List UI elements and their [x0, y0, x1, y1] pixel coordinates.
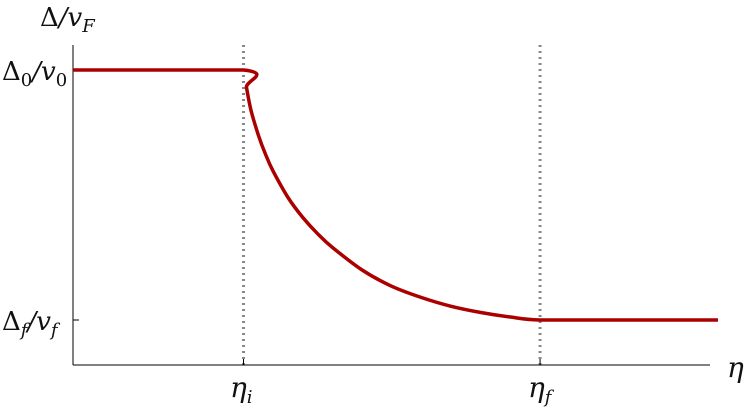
- axes: [72, 45, 710, 366]
- x-axis-label: η: [727, 351, 744, 384]
- y-axis-label: Δ/vF: [40, 3, 96, 37]
- vline-group: [242, 45, 542, 365]
- x-tick-label-eta-f: ηf: [528, 371, 555, 408]
- y-tick-label-top: Δ0/v0: [2, 57, 67, 91]
- series-line-0: [73, 68, 718, 322]
- x-tick-label-eta-i: ηi: [230, 371, 253, 408]
- tick-group: [73, 69, 541, 365]
- y-tick-label-bottom: Δf/vf: [2, 307, 61, 341]
- series-group: [73, 68, 718, 322]
